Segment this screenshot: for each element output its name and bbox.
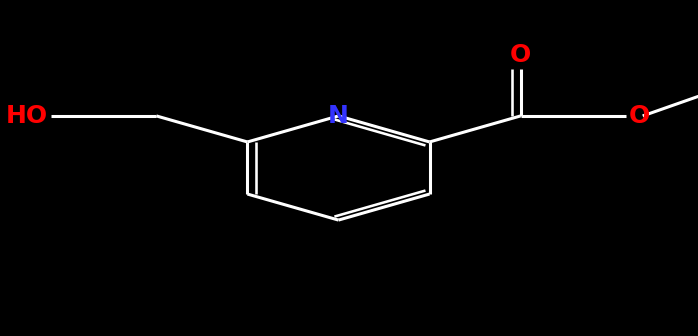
Text: HO: HO (6, 104, 48, 128)
Text: O: O (510, 43, 531, 67)
Text: N: N (328, 104, 349, 128)
Text: O: O (629, 104, 651, 128)
